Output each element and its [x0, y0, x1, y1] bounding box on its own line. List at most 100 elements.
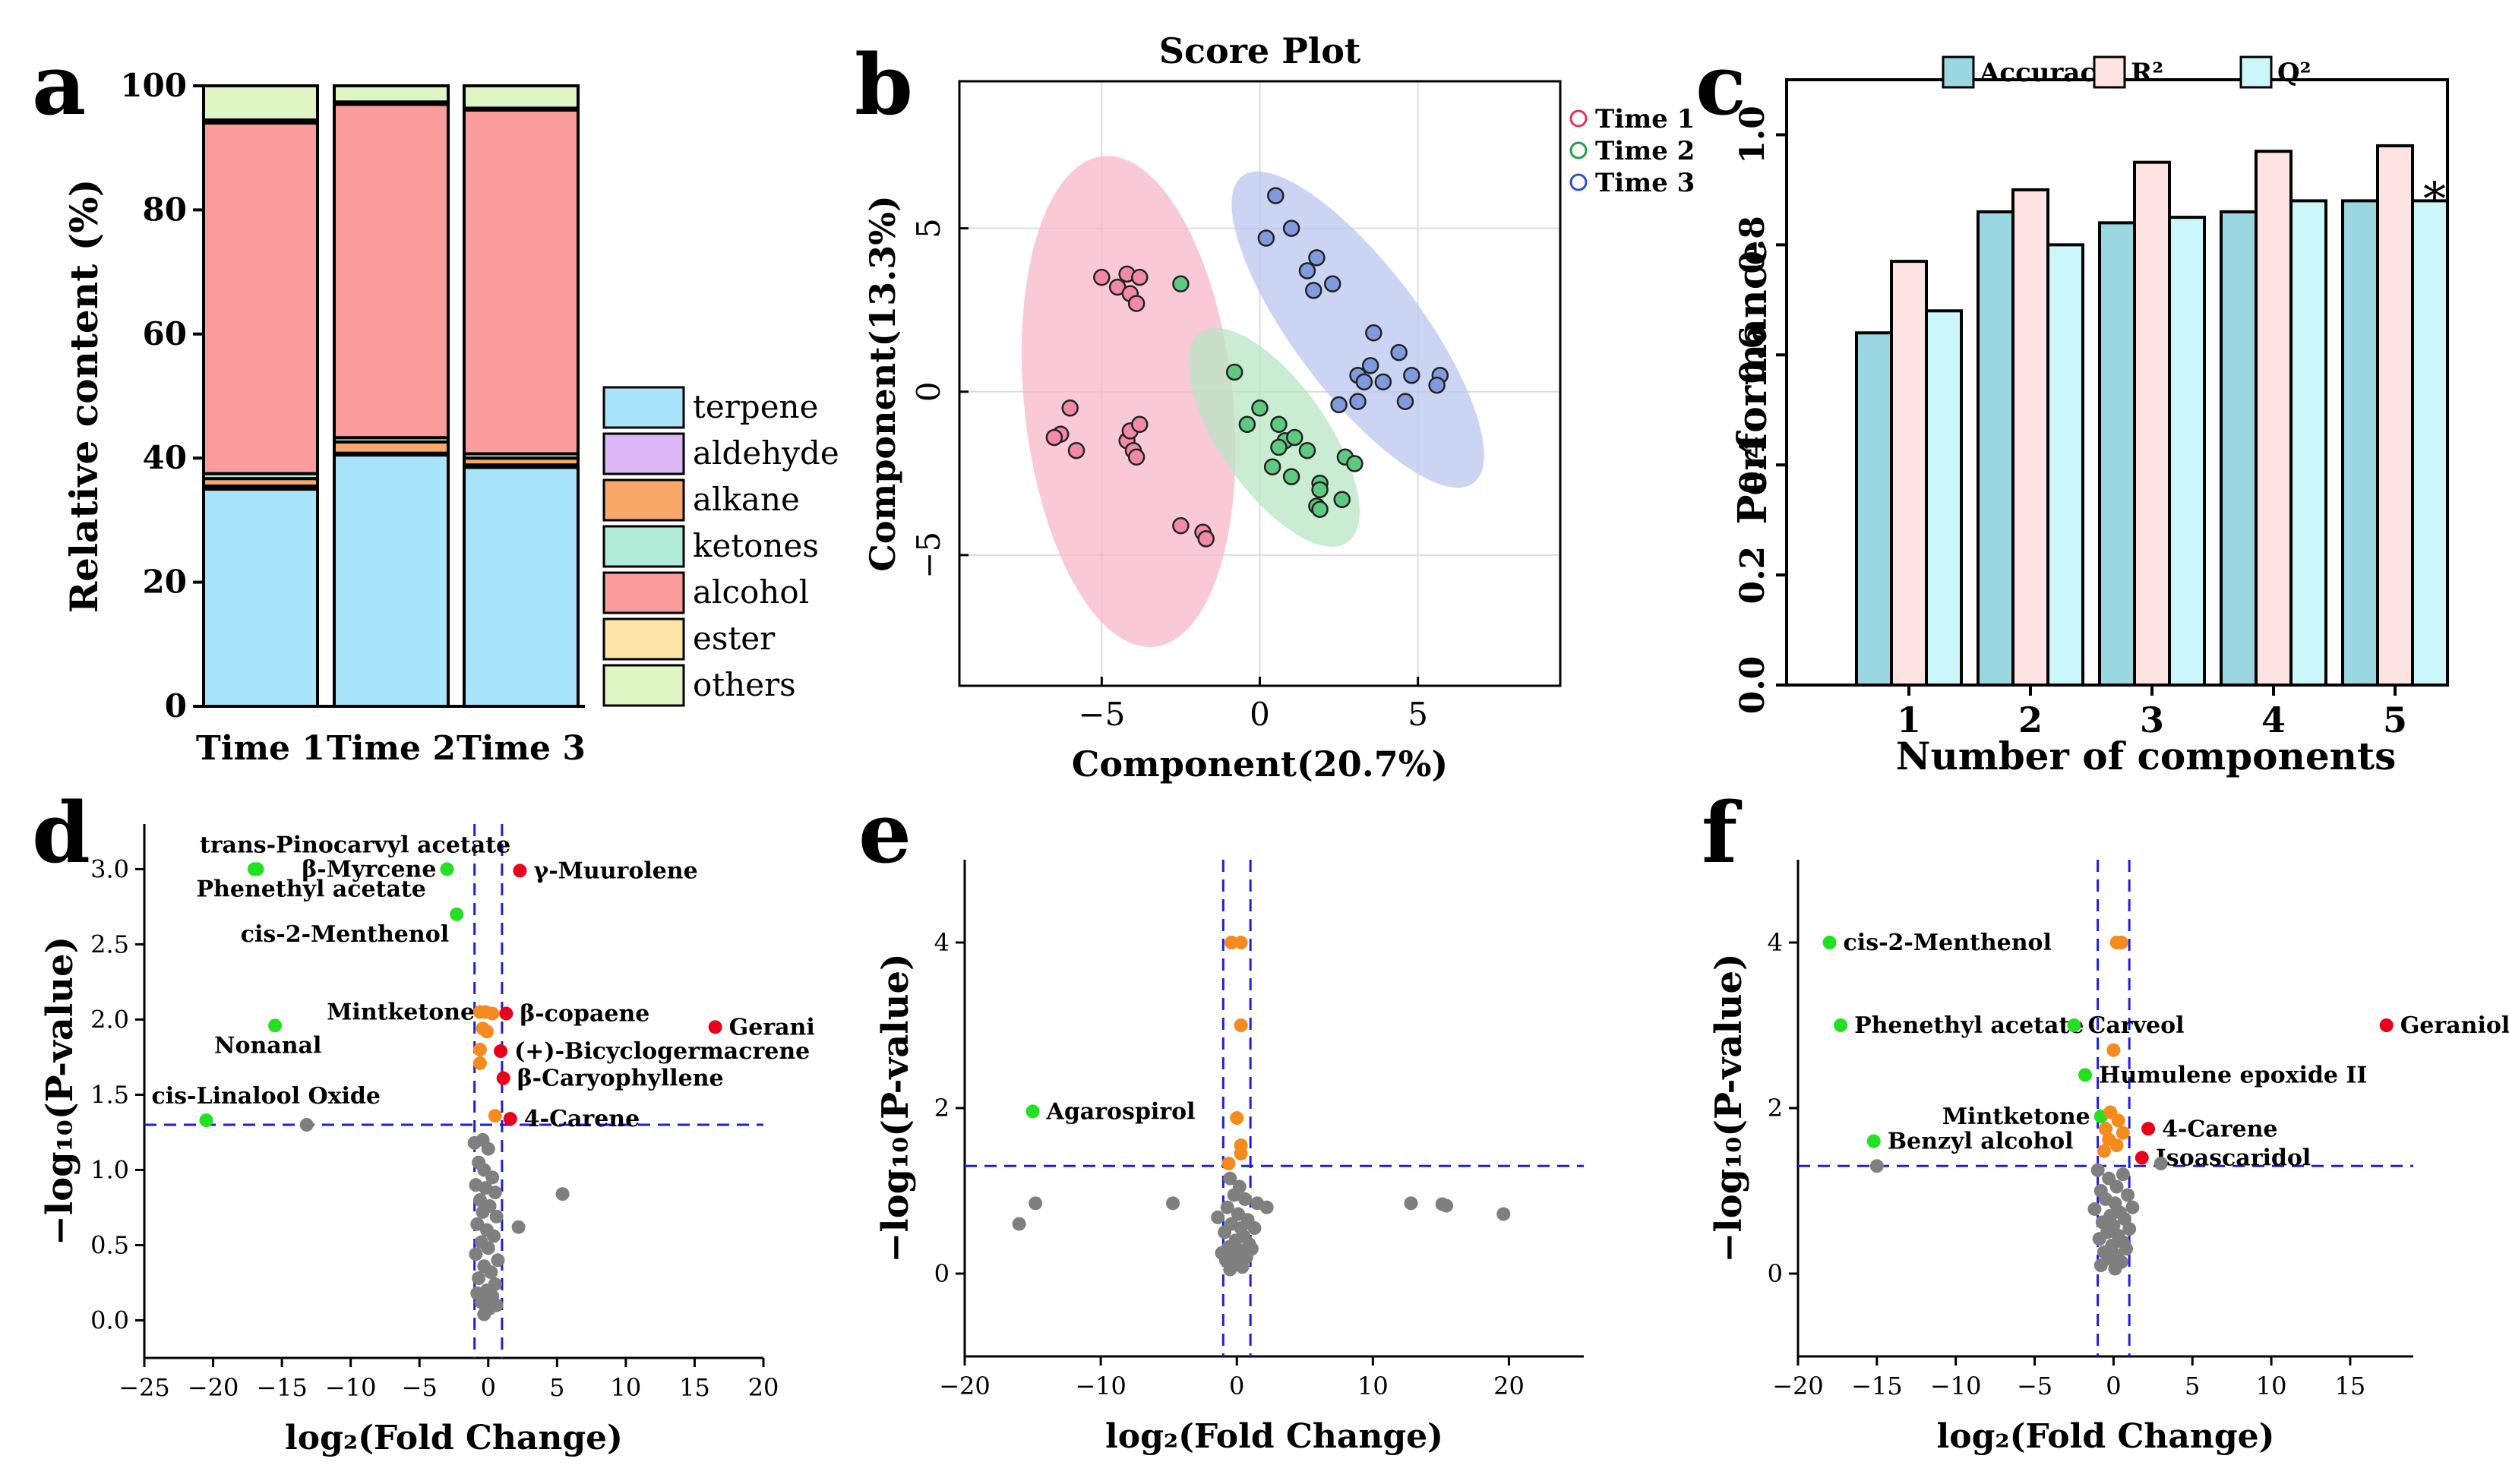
- x-tick-label: −10: [1075, 1372, 1127, 1400]
- data-point-down: [1866, 1134, 1881, 1148]
- point-label: Gerani: [729, 1014, 815, 1040]
- data-point-ns: [491, 1253, 505, 1268]
- legend-swatch-alkane: [602, 478, 685, 522]
- data-point-ns: [2119, 1242, 2133, 1256]
- point-label: γ-Muurolene: [533, 857, 697, 884]
- data-point-sig-small: [479, 1025, 494, 1039]
- y-tick-label: 0.0: [90, 1306, 129, 1334]
- data-point-ns: [1012, 1217, 1026, 1231]
- point-label: Isoascaridol: [2156, 1145, 2312, 1171]
- data-point: [1349, 393, 1367, 410]
- data-point-up: [496, 1071, 510, 1085]
- x-category-label: 1: [1897, 699, 1921, 740]
- panel-label-a: a: [32, 36, 86, 134]
- point-label: cis-2-Menthenol: [241, 921, 449, 948]
- bar-accuracy: [2341, 199, 2379, 687]
- x-axis-title: Component(20.7%): [1072, 744, 1449, 785]
- data-point-down: [2078, 1068, 2092, 1082]
- bar-segment-alkane: [333, 440, 450, 455]
- y-tick-label: 4: [934, 928, 950, 957]
- data-point-ns: [489, 1209, 504, 1224]
- legend-label-others: others: [693, 666, 796, 703]
- bar-segment-terpene: [463, 466, 580, 709]
- y-tick-label: 100: [120, 67, 187, 104]
- data-point: [1172, 275, 1190, 293]
- data-point: [1298, 262, 1316, 279]
- x-tick-label: −10: [1930, 1372, 1982, 1400]
- data-point-ns: [489, 1298, 504, 1312]
- legend-label-aldehyde: aldehyde: [693, 434, 839, 472]
- x-tick-label: 10: [2256, 1372, 2287, 1400]
- y-tick-label: 2: [934, 1094, 950, 1122]
- data-point-ns: [481, 1241, 495, 1255]
- bar-q2: [2289, 199, 2327, 687]
- data-point: [1270, 438, 1288, 456]
- x-category-label: Time 1: [196, 729, 325, 768]
- data-point: [1403, 366, 1420, 384]
- data-point-down: [268, 1018, 283, 1033]
- point-label: (+)-Bicyclogermacrene: [514, 1038, 810, 1065]
- x-tick-label: −20: [188, 1373, 239, 1402]
- x-category-label: Time 3: [457, 729, 586, 768]
- bar-accuracy: [2220, 210, 2258, 687]
- data-point-sig-small: [1234, 936, 1248, 949]
- legend-swatch-alcohol: [602, 571, 685, 614]
- legend-label-alkane: alkane: [693, 481, 800, 518]
- x-tick-label: 20: [748, 1373, 779, 1402]
- data-point-ns: [555, 1187, 570, 1201]
- data-point-ns: [1496, 1207, 1511, 1221]
- data-point: [1355, 373, 1373, 391]
- x-category-label: 4: [2261, 699, 2286, 740]
- data-point-sig-small: [1230, 1111, 1244, 1126]
- legend-swatch-aldehyde: [602, 432, 685, 475]
- data-point: [1308, 249, 1326, 267]
- data-point-sig-small: [472, 1005, 487, 1019]
- bar-segment-others: [463, 84, 580, 110]
- x-axis-title: log₂(Fold Change): [1105, 1417, 1443, 1456]
- data-point: [1396, 393, 1414, 410]
- y-tick-label: 0.0: [1733, 656, 1772, 715]
- data-point: [1333, 491, 1351, 508]
- data-point: [1311, 500, 1329, 518]
- y-tick-label: 4: [1768, 928, 1783, 957]
- data-point: [1225, 363, 1243, 381]
- bar-r2: [2133, 160, 2171, 687]
- legend-swatch-ester: [602, 617, 685, 661]
- y-tick-label: 20: [143, 564, 187, 601]
- bar-segment-alcohol: [463, 108, 580, 456]
- legend-marker: [1569, 141, 1588, 159]
- legend-label: Time 1: [1595, 104, 1695, 134]
- panel-e-volcano-plot: −20 −10 0 10 20 0 2 4 Agarospirol log₂(Fold Chang…: [874, 860, 1584, 1456]
- point-label: Humulene epoxide II: [2099, 1062, 2367, 1088]
- legend-swatch: [2093, 55, 2126, 89]
- bar-segment-alcohol: [333, 103, 450, 440]
- data-point-sig-small: [2097, 1144, 2111, 1158]
- y-tick-label: 2.5: [90, 930, 129, 958]
- data-point-down: [1025, 1104, 1040, 1119]
- x-category-label: 5: [2383, 699, 2407, 740]
- point-label: Nonanal: [214, 1032, 321, 1059]
- bar-accuracy: [2098, 221, 2136, 687]
- point-label: 4-Carene: [2162, 1116, 2277, 1142]
- confidence-ellipse-time-3: [1231, 171, 1484, 488]
- point-label: Phenethyl acetate: [1854, 1012, 2084, 1039]
- x-tick-label: −15: [256, 1373, 308, 1402]
- bar-segment-terpene: [333, 453, 450, 708]
- data-point: [1270, 415, 1288, 434]
- data-point: [1330, 396, 1348, 414]
- data-point-sig-small: [2106, 1043, 2121, 1057]
- data-point: [1263, 458, 1281, 475]
- data-point: [1127, 448, 1145, 466]
- point-label: Agarospirol: [1046, 1098, 1196, 1125]
- data-point-ns: [2121, 1188, 2135, 1202]
- data-point-ns: [488, 1186, 502, 1200]
- y-axis-title: −log₁₀(P-value): [39, 936, 81, 1246]
- y-tick-label: 2: [1768, 1094, 1783, 1122]
- data-point-ns: [470, 1286, 485, 1300]
- data-point-ns: [1029, 1196, 1043, 1211]
- data-point: [1346, 455, 1364, 472]
- x-tick-label: −5: [1078, 696, 1125, 733]
- data-point: [1172, 516, 1190, 535]
